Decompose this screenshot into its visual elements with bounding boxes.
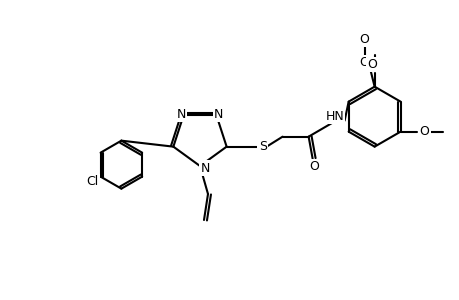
- Text: O: O: [359, 33, 369, 46]
- Text: Cl: Cl: [86, 175, 99, 188]
- Text: O: O: [359, 56, 369, 69]
- Text: O: O: [367, 58, 377, 71]
- Text: O: O: [419, 125, 429, 138]
- Text: N: N: [200, 161, 209, 175]
- Text: N: N: [176, 108, 186, 121]
- Text: N: N: [213, 108, 223, 121]
- Text: O: O: [309, 160, 319, 173]
- Text: S: S: [258, 140, 266, 153]
- Text: HN: HN: [325, 110, 343, 123]
